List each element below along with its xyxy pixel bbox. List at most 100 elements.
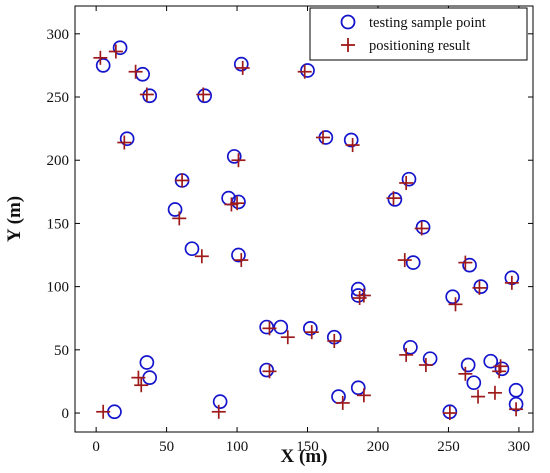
positioning-result-point [399, 175, 414, 190]
testing-sample-point [139, 355, 155, 370]
positioning-result-point [397, 253, 412, 268]
testing-sample-point [462, 257, 477, 273]
positioning-result-point [386, 191, 401, 206]
positioning-result-point [231, 153, 246, 168]
y-tick-label: 50 [54, 343, 69, 359]
positioning-result-point [230, 196, 245, 211]
x-tick-label: 250 [437, 439, 460, 455]
positioning-result-point [472, 280, 487, 295]
positioning-result-point [414, 221, 429, 236]
testing-sample-point [415, 219, 431, 235]
testing-sample-point [401, 171, 417, 187]
testing-sample-point [494, 361, 510, 377]
legend-label-positioning-result: positioning result [369, 38, 470, 54]
positioning-result-point [304, 325, 319, 340]
legend-label-testing-sample-point: testing sample point [369, 15, 486, 31]
testing-sample-point [197, 88, 212, 104]
positioning-result-point [96, 404, 111, 419]
testing-sample-point [403, 339, 418, 355]
positioning-result-point [458, 366, 473, 381]
testing-sample-point [233, 56, 249, 72]
testing-sample-point [112, 40, 128, 56]
x-tick-label: 50 [159, 439, 174, 455]
testing-sample-point [343, 132, 359, 148]
testing-sample-point [405, 255, 421, 270]
positioning-result-point [487, 385, 502, 400]
positioning-result-point [356, 388, 371, 403]
testing-sample-point [508, 382, 524, 398]
legend: testing sample point positioning result [309, 7, 528, 61]
y-tick-label: 250 [47, 90, 70, 106]
testing-sample-point [473, 279, 489, 294]
positioning-result-point [139, 87, 154, 102]
testing-sample-point [184, 241, 200, 257]
positioning-result-point [442, 406, 457, 421]
x-tick-label: 150 [296, 439, 319, 455]
y-tick-label: 100 [47, 280, 70, 296]
positioning-result-point [352, 291, 367, 306]
testing-sample-point [231, 247, 246, 263]
positioning-result-point [108, 44, 123, 59]
testing-sample-point [119, 131, 135, 147]
positioning-result-point [471, 389, 486, 404]
y-tick-label: 200 [47, 153, 70, 169]
positioning-result-point [134, 378, 149, 393]
testing-sample-point [460, 357, 476, 373]
positioning-result-point [196, 87, 211, 102]
testing-sample-point [300, 63, 315, 78]
y-tick-label: 300 [47, 27, 70, 43]
positioning-result-point [418, 358, 433, 373]
positioning-result-point [172, 211, 187, 226]
x-tick-label: 100 [226, 439, 249, 455]
positioning-result-point [234, 253, 249, 268]
testing-sample-point [466, 375, 482, 391]
positioning-result-point [128, 64, 143, 79]
x-tick-label: 0 [92, 439, 100, 455]
testing-sample-point [142, 88, 158, 104]
legend-marker-positioning-result [341, 38, 355, 52]
positioning-result-point [493, 359, 508, 374]
y-axis-label: Y (m) [4, 196, 25, 242]
axes: 0 50 100 150 200 250 300 0 50 100 150 200 250 300 [47, 5, 534, 455]
testing-sample-point [167, 202, 183, 217]
positioning-result-point [224, 197, 239, 212]
data-marks [93, 40, 524, 421]
positioning-result-point [262, 321, 277, 336]
positioning-result-point [131, 370, 146, 385]
x-tick-label: 300 [508, 439, 531, 455]
testing-sample-point [350, 380, 366, 396]
testing-sample-point [273, 319, 289, 335]
plot-frame [74, 5, 534, 433]
testing-sample-point [302, 320, 318, 336]
testing-sample-point [135, 66, 150, 82]
testing-sample-point [483, 353, 499, 369]
positioning-result-point [297, 64, 312, 79]
positioning-result-point [211, 404, 226, 419]
positioning-result-point [448, 297, 463, 312]
positioning-result-point [504, 275, 519, 290]
positioning-result-point [458, 255, 473, 270]
x-axis-label: X (m) [281, 446, 328, 467]
positioning-result-point [194, 249, 209, 264]
testing-sample-point [259, 362, 275, 378]
positioning-result-point [327, 333, 342, 348]
positioning-result-point [175, 173, 190, 188]
legend-marker-testing-sample-point [340, 14, 356, 30]
x-tick-label: 200 [367, 439, 390, 455]
testing-sample-point [445, 289, 461, 305]
positioning-result-point [280, 330, 295, 345]
positioning-result-point [316, 130, 331, 145]
positioning-result-point [262, 364, 277, 379]
y-tick-label: 150 [47, 216, 70, 232]
positioning-result-point [117, 135, 132, 150]
testing-sample-point [212, 394, 228, 410]
positioning-result-point [509, 402, 524, 417]
testing-sample-point [259, 319, 275, 335]
positioning-result-point [335, 395, 350, 410]
y-tick-label: 0 [62, 406, 70, 422]
positioning-result-point [235, 60, 250, 75]
positioning-result-point [399, 347, 414, 362]
positioning-result-point [345, 138, 360, 153]
testing-sample-point [95, 58, 111, 73]
